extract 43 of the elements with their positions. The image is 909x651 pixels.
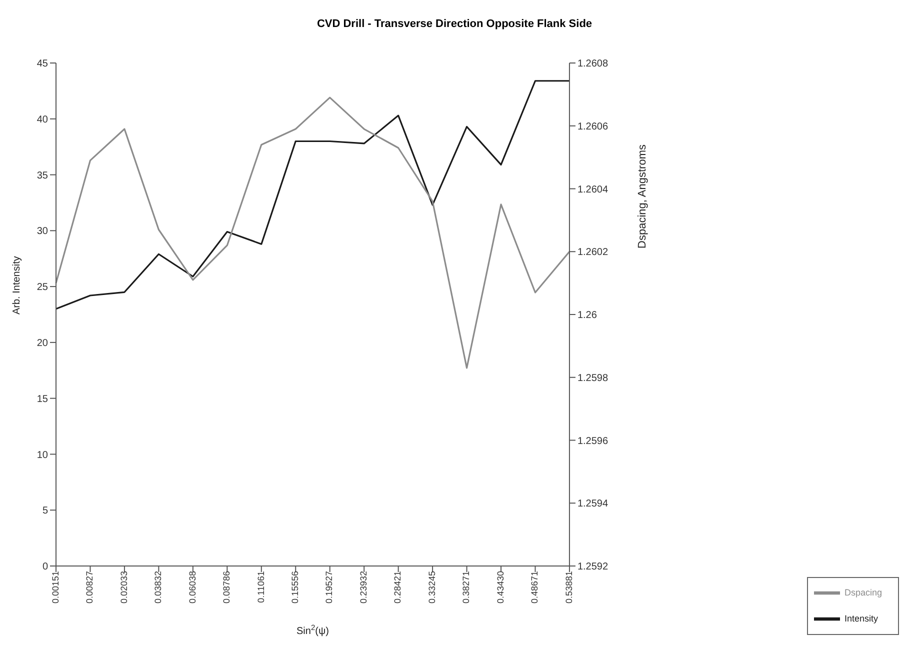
legend-label: Dspacing (844, 587, 882, 598)
y-tick-label: 10 (36, 450, 48, 461)
y-tick-label: 40 (36, 114, 48, 126)
x-tick-label: 0.23932 (358, 571, 368, 604)
x-tick-label: 0.28421 (392, 571, 403, 604)
y2-tick-label: 1.2596 (577, 436, 608, 447)
y2-tick-label: 1.26 (577, 310, 598, 322)
x-tick-label: 0.19527 (324, 571, 334, 604)
x-tick-label: 0.38271 (461, 571, 472, 604)
x-tick-label: 0.15556 (290, 571, 300, 604)
x-tick-label: 0.48671 (530, 571, 540, 604)
y-tick-label: 35 (36, 170, 48, 182)
y-tick-label: 5 (42, 506, 48, 517)
line-series (55, 96, 570, 369)
y2-tick-label: 1.2606 (577, 121, 608, 132)
y2-tick-label: 1.2602 (577, 247, 608, 258)
y-tick-label: 20 (36, 338, 48, 349)
x-tick-label: 0.53881 (564, 571, 574, 604)
y2-tick-label: 1.2592 (577, 562, 608, 573)
y2-tick-label: 1.2604 (577, 184, 608, 196)
y-axis-title: Arb. Intensity (12, 256, 23, 314)
x-tick-label: 0.08786 (222, 571, 232, 604)
x-tick-label: 0.00151 (50, 571, 60, 604)
y-tick-label: 25 (36, 282, 48, 294)
legend-label: Intensity (844, 613, 878, 624)
y-tick-label: 15 (36, 394, 48, 405)
y2-axis-title: Dspacing, Angstroms (636, 144, 648, 248)
x-tick-label: 0.11061 (256, 571, 266, 603)
chart-title: CVD Drill - Transverse Direction Opposite Flank Side (316, 18, 594, 30)
x-tick-label: 0.43430 (495, 571, 506, 604)
y-tick-label: 0 (42, 562, 48, 573)
y-tick-label: 30 (36, 226, 48, 238)
x-tick-label: 0.03832 (153, 571, 164, 604)
x-tick-label: 0.00827 (84, 571, 95, 604)
y2-tick-label: 1.2608 (577, 58, 608, 70)
x-tick-label: 0.06038 (187, 571, 198, 604)
y2-tick-label: 1.2598 (577, 372, 608, 384)
x-tick-label: 0.02033 (118, 571, 129, 604)
x-axis-title: Sin$^{2}$(ψ) (296, 622, 329, 637)
line-series (55, 80, 570, 310)
y-tick-label: 45 (36, 58, 48, 70)
y2-tick-label: 1.2594 (577, 498, 608, 510)
x-tick-label: 0.33245 (426, 571, 437, 604)
